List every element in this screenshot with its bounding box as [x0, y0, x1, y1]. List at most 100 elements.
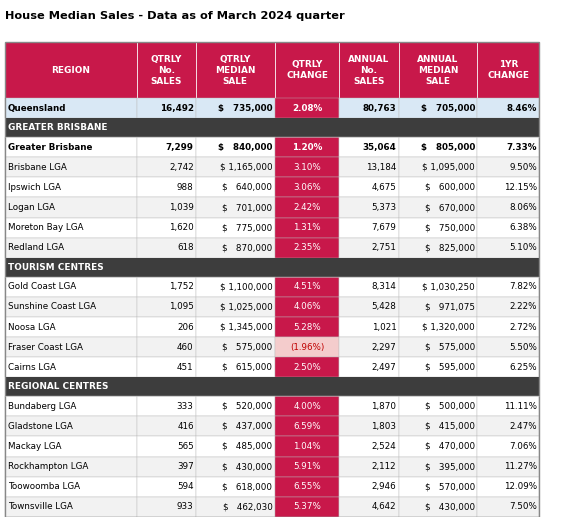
- Bar: [477, 238, 539, 258]
- Bar: [477, 337, 539, 357]
- Text: Gladstone LGA: Gladstone LGA: [8, 422, 73, 431]
- Bar: [137, 457, 196, 477]
- Bar: [339, 416, 399, 436]
- Text: 2.22%: 2.22%: [510, 302, 537, 311]
- Text: Queensland: Queensland: [8, 104, 66, 113]
- Bar: [399, 317, 477, 337]
- Text: 933: 933: [177, 503, 194, 511]
- Text: 5.10%: 5.10%: [510, 244, 537, 252]
- Bar: [196, 477, 275, 497]
- Bar: [137, 197, 196, 218]
- Text: 80,763: 80,763: [363, 104, 396, 113]
- Text: Ipswich LGA: Ipswich LGA: [8, 183, 61, 192]
- Text: Sunshine Coast LGA: Sunshine Coast LGA: [8, 302, 96, 311]
- Text: Cairns LGA: Cairns LGA: [8, 363, 56, 372]
- Bar: [339, 98, 399, 118]
- Text: 7.50%: 7.50%: [509, 503, 537, 511]
- Bar: [339, 477, 399, 497]
- Text: 5.50%: 5.50%: [509, 343, 537, 352]
- Text: Rockhampton LGA: Rockhampton LGA: [8, 462, 88, 471]
- Text: $ 1,100,000: $ 1,100,000: [220, 282, 272, 291]
- Text: $   825,000: $ 825,000: [425, 244, 475, 252]
- Text: 5,373: 5,373: [371, 203, 396, 212]
- Bar: [275, 42, 339, 98]
- Text: 7,299: 7,299: [166, 143, 194, 151]
- Bar: [5, 497, 137, 517]
- Bar: [339, 197, 399, 218]
- Bar: [5, 297, 137, 317]
- Bar: [137, 357, 196, 377]
- Text: 4.00%: 4.00%: [293, 402, 321, 410]
- Text: $   520,000: $ 520,000: [222, 402, 272, 410]
- Text: 988: 988: [177, 183, 194, 192]
- Bar: [5, 197, 137, 218]
- Bar: [339, 357, 399, 377]
- Text: $   595,000: $ 595,000: [425, 363, 475, 372]
- Text: House Median Sales - Data as of March 2024 quarter: House Median Sales - Data as of March 20…: [5, 11, 344, 21]
- Text: $   575,000: $ 575,000: [425, 343, 475, 352]
- Bar: [339, 396, 399, 416]
- Text: $   570,000: $ 570,000: [425, 482, 475, 491]
- Bar: [399, 477, 477, 497]
- Text: 5.28%: 5.28%: [293, 323, 321, 331]
- Text: $   750,000: $ 750,000: [425, 223, 475, 232]
- Bar: [5, 317, 137, 337]
- Bar: [275, 197, 339, 218]
- Bar: [137, 436, 196, 457]
- Text: 2,497: 2,497: [372, 363, 396, 372]
- Text: 6.38%: 6.38%: [510, 223, 537, 232]
- Bar: [339, 157, 399, 177]
- Bar: [399, 238, 477, 258]
- Bar: [477, 477, 539, 497]
- Bar: [5, 118, 539, 137]
- Bar: [196, 137, 275, 157]
- Text: 9.50%: 9.50%: [510, 163, 537, 172]
- Text: 5.37%: 5.37%: [293, 503, 321, 511]
- Text: $ 1,345,000: $ 1,345,000: [220, 323, 272, 331]
- Text: Moreton Bay LGA: Moreton Bay LGA: [8, 223, 83, 232]
- Text: REGIONAL CENTRES: REGIONAL CENTRES: [8, 382, 108, 391]
- Bar: [339, 42, 399, 98]
- Text: 333: 333: [177, 402, 194, 410]
- Bar: [399, 436, 477, 457]
- Text: $   701,000: $ 701,000: [222, 203, 272, 212]
- Bar: [477, 177, 539, 197]
- Text: 2,751: 2,751: [372, 244, 396, 252]
- Text: 3.10%: 3.10%: [293, 163, 321, 172]
- Text: 618: 618: [177, 244, 194, 252]
- Bar: [477, 396, 539, 416]
- Bar: [477, 436, 539, 457]
- Bar: [196, 436, 275, 457]
- Bar: [196, 497, 275, 517]
- Bar: [339, 436, 399, 457]
- Bar: [339, 497, 399, 517]
- Text: $   430,000: $ 430,000: [425, 503, 475, 511]
- Text: $   705,000: $ 705,000: [421, 104, 475, 113]
- Text: 1,021: 1,021: [372, 323, 396, 331]
- Bar: [5, 337, 137, 357]
- Text: 8.46%: 8.46%: [507, 104, 537, 113]
- Bar: [275, 218, 339, 238]
- Text: 11.27%: 11.27%: [504, 462, 537, 471]
- Bar: [5, 416, 137, 436]
- Text: $   470,000: $ 470,000: [425, 442, 475, 451]
- Bar: [5, 377, 539, 396]
- Bar: [196, 197, 275, 218]
- Text: 2.08%: 2.08%: [292, 104, 322, 113]
- Text: 1YR
CHANGE: 1YR CHANGE: [488, 60, 529, 80]
- Text: 6.59%: 6.59%: [293, 422, 321, 431]
- Bar: [275, 317, 339, 337]
- Text: 451: 451: [177, 363, 194, 372]
- Bar: [196, 218, 275, 238]
- Text: 2.42%: 2.42%: [293, 203, 321, 212]
- Bar: [196, 416, 275, 436]
- Text: $   415,000: $ 415,000: [425, 422, 475, 431]
- Text: 1.20%: 1.20%: [292, 143, 322, 151]
- Text: 397: 397: [177, 462, 194, 471]
- Bar: [339, 218, 399, 238]
- Text: $ 1,320,000: $ 1,320,000: [422, 323, 475, 331]
- Bar: [137, 157, 196, 177]
- Bar: [5, 277, 137, 297]
- Bar: [5, 42, 137, 98]
- Text: $ 1,030,250: $ 1,030,250: [422, 282, 475, 291]
